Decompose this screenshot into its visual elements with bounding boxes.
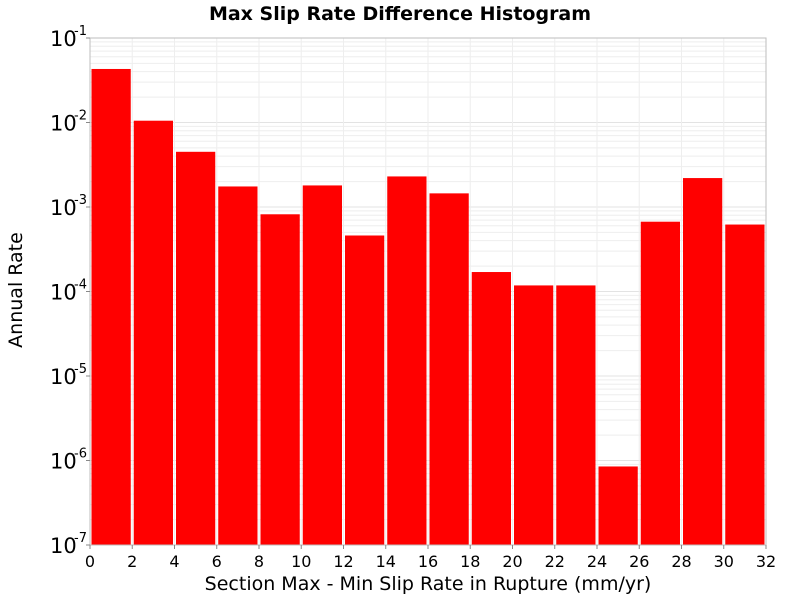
x-tick-label: 8 xyxy=(254,552,264,571)
y-tick-exponent: -2 xyxy=(74,109,87,124)
y-tick-label: 10-6 xyxy=(50,447,87,474)
bar-14 xyxy=(683,178,723,545)
bar-3 xyxy=(218,186,258,545)
y-tick-label: 10-4 xyxy=(50,278,87,305)
x-tick-label: 26 xyxy=(629,552,649,571)
y-tick-base: 10 xyxy=(50,196,77,220)
bar-1 xyxy=(133,120,173,545)
y-tick-label: 10-2 xyxy=(50,109,87,136)
x-tick-label: 6 xyxy=(212,552,222,571)
y-tick-base: 10 xyxy=(50,534,77,558)
x-tick-label: 28 xyxy=(671,552,691,571)
bars xyxy=(91,68,765,546)
x-axis-ticks: 0 2 4 6 8 10 12 14 16 18 20 22 24 26 28 30 32 xyxy=(85,545,776,571)
x-axis-label: Section Max - Min Slip Rate in Rupture (… xyxy=(205,573,652,595)
bar-7 xyxy=(387,176,427,545)
y-tick-base: 10 xyxy=(50,450,77,474)
x-tick-label: 2 xyxy=(127,552,137,571)
x-tick-label: 22 xyxy=(545,552,565,571)
y-tick-exponent: -3 xyxy=(74,193,87,208)
x-tick-label: 16 xyxy=(418,552,438,571)
y-tick-exponent: -7 xyxy=(74,531,87,546)
x-tick-label: 20 xyxy=(502,552,522,571)
chart-title: Max Slip Rate Difference Histogram xyxy=(209,3,591,25)
y-tick-label: 10-1 xyxy=(50,24,87,51)
y-tick-exponent: -5 xyxy=(74,362,87,377)
x-tick-label: 12 xyxy=(333,552,353,571)
bar-8 xyxy=(429,193,469,545)
y-axis-label: Annual Rate xyxy=(5,232,27,348)
x-tick-label: 18 xyxy=(460,552,480,571)
y-tick-exponent: -6 xyxy=(74,447,87,462)
y-tick-base: 10 xyxy=(50,281,77,305)
y-tick-exponent: -4 xyxy=(74,278,87,293)
bar-12 xyxy=(598,466,638,545)
y-tick-base: 10 xyxy=(50,27,77,51)
bar-5 xyxy=(302,185,342,545)
bar-13 xyxy=(640,221,680,545)
bar-9 xyxy=(471,272,511,545)
bar-10 xyxy=(514,285,554,545)
y-tick-label: 10-5 xyxy=(50,362,87,389)
x-tick-label: 32 xyxy=(756,552,776,571)
bar-6 xyxy=(345,235,385,546)
bar-15 xyxy=(725,224,765,545)
y-tick-exponent: -1 xyxy=(74,24,87,39)
bar-11 xyxy=(556,285,596,545)
x-tick-label: 10 xyxy=(291,552,311,571)
x-tick-label: 4 xyxy=(169,552,179,571)
y-tick-label: 10-3 xyxy=(50,193,87,220)
x-tick-label: 0 xyxy=(85,552,95,571)
bar-2 xyxy=(176,151,216,546)
x-tick-label: 30 xyxy=(714,552,734,571)
y-tick-base: 10 xyxy=(50,112,77,136)
bar-4 xyxy=(260,214,300,546)
bar-0 xyxy=(91,68,131,545)
x-tick-label: 14 xyxy=(376,552,396,571)
x-tick-label: 24 xyxy=(587,552,607,571)
y-tick-label: 10-7 xyxy=(50,531,87,558)
y-tick-base: 10 xyxy=(50,365,77,389)
y-axis-ticks: 10-710-610-510-410-310-210-1 xyxy=(50,24,90,558)
